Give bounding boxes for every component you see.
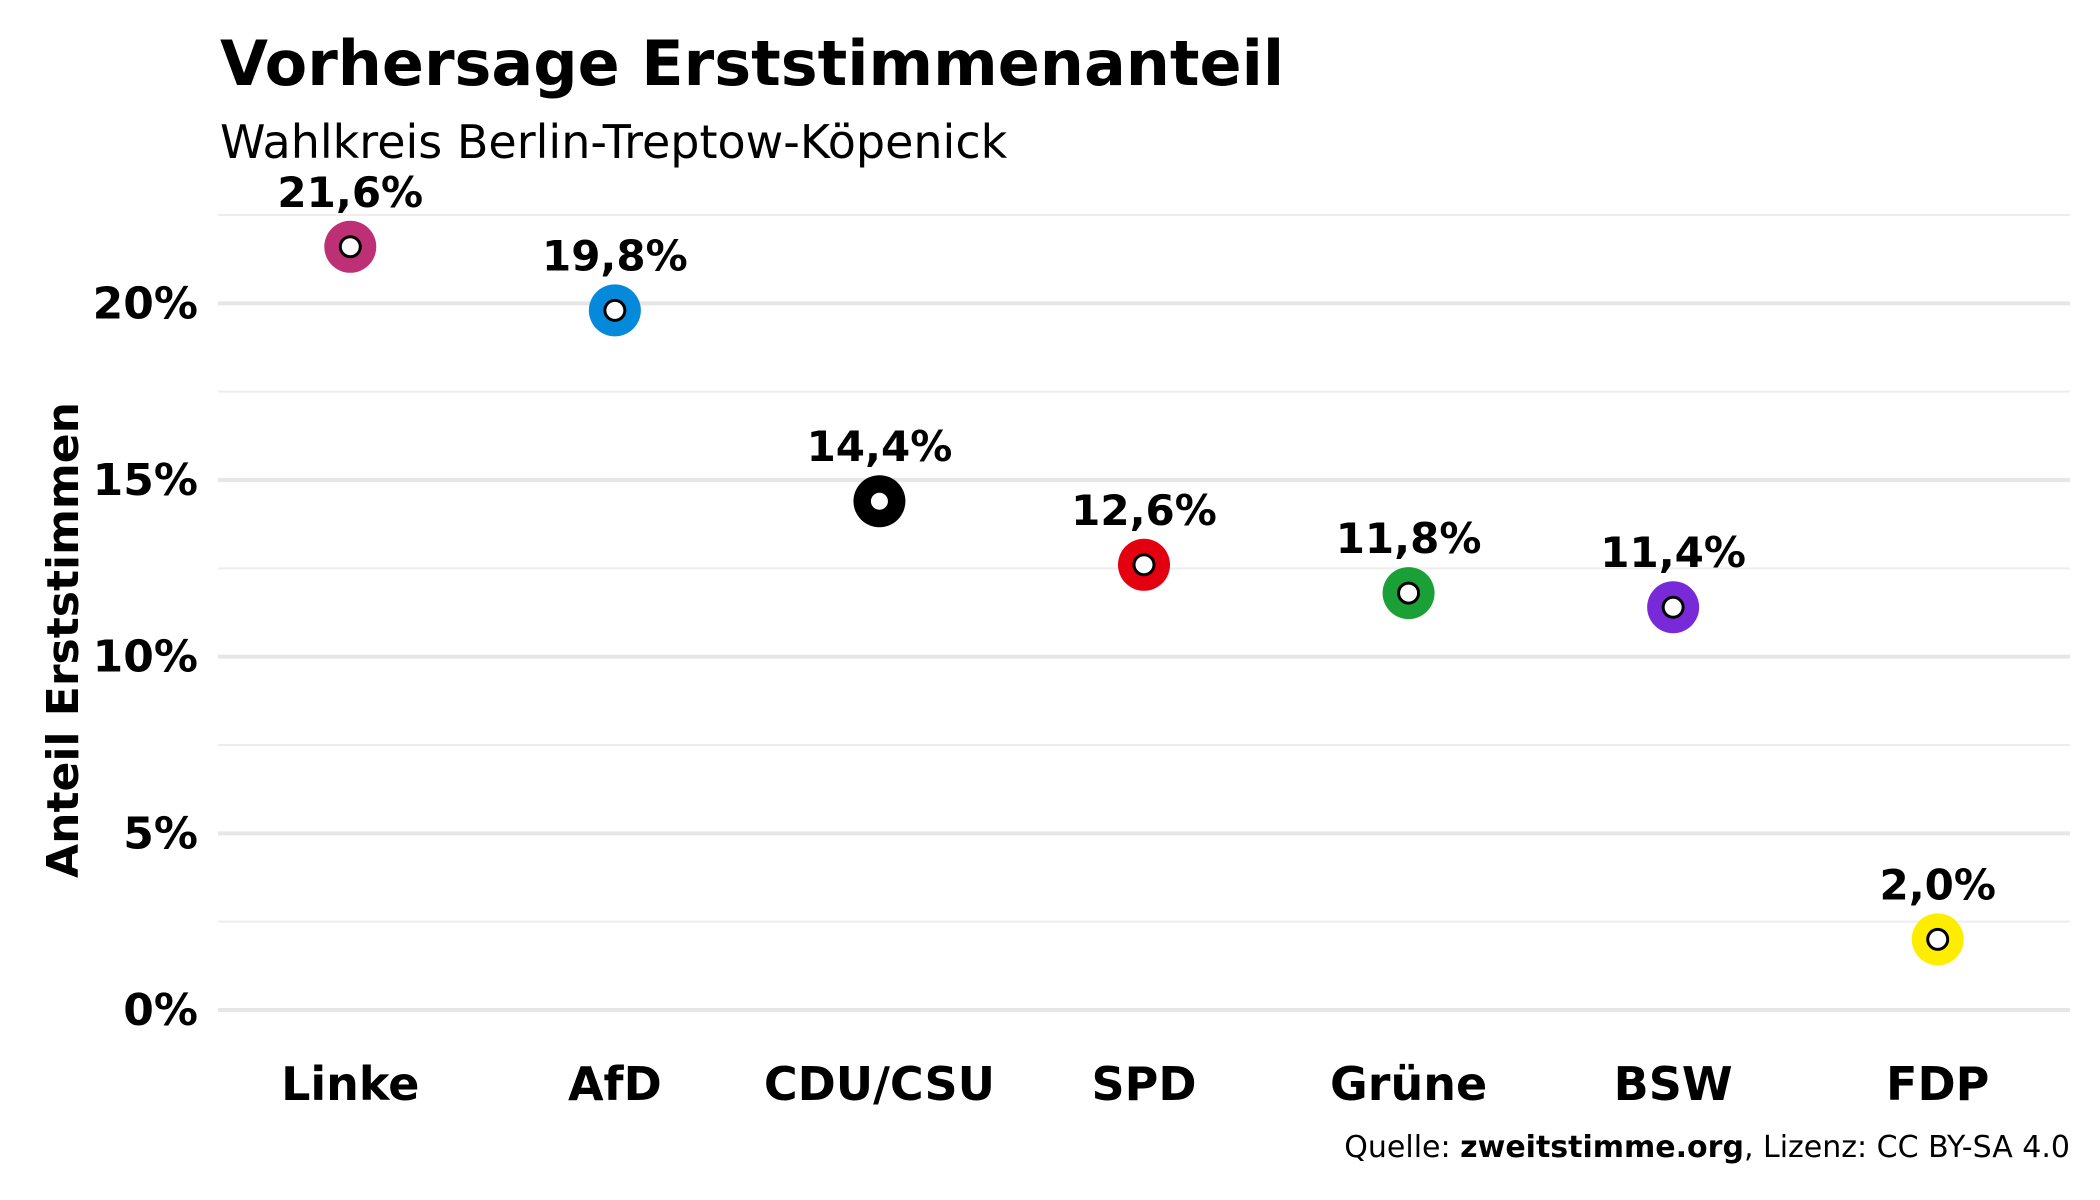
data-label: 21,6%: [277, 168, 423, 217]
data-labels: 21,6% 19,8% 14,4% 12,6% 11,8% 11,4% 2,0%: [277, 168, 1996, 910]
data-label: 2,0%: [1879, 860, 1995, 909]
data-point-center: [867, 489, 891, 513]
y-tick-labels: 0% 5% 10% 15% 20%: [93, 278, 198, 1036]
x-tick-label: Linke: [281, 1057, 419, 1111]
source-prefix: Quelle:: [1344, 1130, 1460, 1165]
y-axis-label: Anteil Erststimmen: [38, 402, 89, 878]
x-tick-label: AfD: [568, 1057, 662, 1111]
y-tick-label: 20%: [93, 278, 198, 329]
data-point-center: [1132, 553, 1156, 577]
x-tick-label: CDU/CSU: [764, 1057, 995, 1111]
y-tick-label: 10%: [93, 632, 198, 683]
data-points: [324, 220, 1964, 966]
data-point-center: [1926, 927, 1950, 951]
x-tick-label: SPD: [1091, 1057, 1196, 1111]
data-point-center: [603, 298, 627, 322]
x-tick-label: FDP: [1886, 1057, 1989, 1111]
data-label: 14,4%: [807, 422, 953, 471]
y-tick-label: 5%: [123, 808, 198, 859]
x-tick-label: BSW: [1614, 1057, 1733, 1111]
source-site: zweitstimme.org: [1460, 1130, 1744, 1165]
chart-title: Vorhersage Erststimmenanteil: [220, 27, 1284, 100]
grid-lines: [218, 214, 2070, 1012]
x-tick-label: Grüne: [1330, 1057, 1487, 1111]
y-tick-label: 0%: [123, 985, 198, 1036]
data-label: 12,6%: [1071, 486, 1217, 535]
data-label: 11,8%: [1336, 514, 1482, 563]
data-label: 19,8%: [542, 231, 688, 280]
y-tick-label: 15%: [93, 455, 198, 506]
data-point-center: [1397, 581, 1421, 605]
data-point-center: [338, 235, 362, 259]
source-note: Quelle: zweitstimme.org, Lizenz: CC BY-S…: [1344, 1130, 2070, 1165]
data-label: 11,4%: [1600, 528, 1746, 577]
data-point-center: [1661, 595, 1685, 619]
x-tick-labels: Linke AfD CDU/CSU SPD Grüne BSW FDP: [281, 1057, 1989, 1111]
source-suffix: , Lizenz: CC BY-SA 4.0: [1744, 1130, 2070, 1165]
chart-subtitle: Wahlkreis Berlin-Treptow-Köpenick: [220, 115, 1008, 169]
